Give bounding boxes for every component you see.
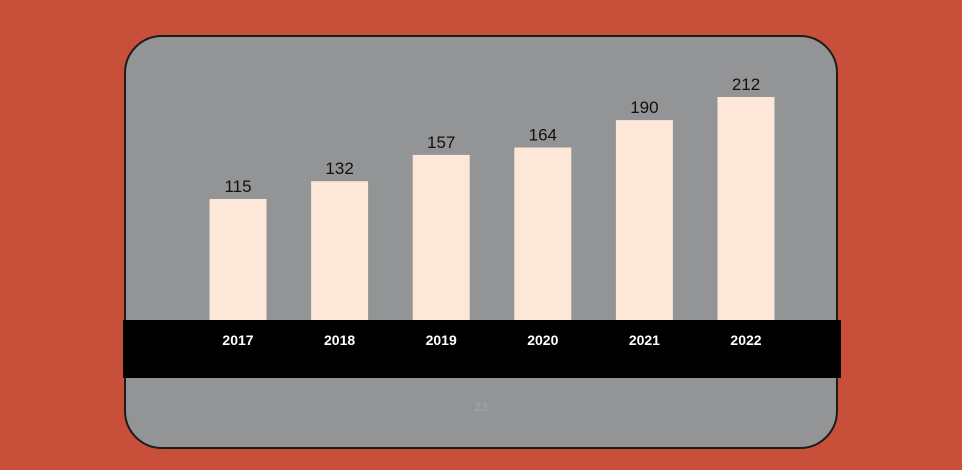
x-tick-label-2021: 2021: [629, 332, 660, 348]
value-label-2018: 132: [325, 159, 353, 178]
x-tick-label-2020: 2020: [527, 332, 558, 348]
value-label-2022: 212: [732, 75, 760, 94]
bar-2021: [615, 120, 673, 320]
value-label-2021: 190: [630, 98, 658, 117]
bar-2018: [311, 181, 369, 320]
x-axis-band: [123, 320, 841, 378]
bar-2019: [412, 154, 470, 320]
value-label-2019: 157: [427, 133, 455, 152]
footnote: 23: [474, 400, 488, 414]
x-tick-label-2017: 2017: [222, 332, 253, 348]
value-label-2017: 115: [224, 177, 251, 196]
bar-2020: [514, 147, 572, 320]
bar-2022: [717, 97, 775, 320]
x-tick-label-2019: 2019: [426, 332, 457, 348]
x-tick-label-2018: 2018: [324, 332, 355, 348]
value-label-2020: 164: [529, 126, 557, 145]
x-tick-label-2022: 2022: [730, 332, 761, 348]
bar-2017: [209, 199, 267, 320]
